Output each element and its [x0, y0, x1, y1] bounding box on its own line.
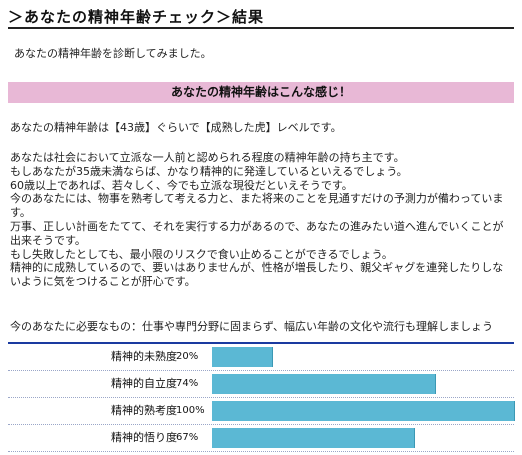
description-line: いように気をつけることが肝心です。 [10, 275, 196, 289]
description-line: もしあなたが35歳未満ならば、かなり精神的に発達しているといえるでしょう。 [10, 164, 408, 178]
meter-row: 精神的未熟度 20% [8, 344, 514, 371]
meter-table: 精神的未熟度 20% 精神的自立度 74% 精神的熟考度 100% 精神的悟り度… [8, 342, 515, 452]
meter-track [212, 401, 515, 421]
meter-percent: 100% [176, 405, 205, 416]
meter-bar [212, 347, 274, 367]
meter-label: 精神的自立度 [111, 377, 177, 390]
meter-track [212, 428, 514, 448]
description-line: す。 [10, 206, 31, 220]
description-line: あなたは社会において立派な一人前と認められる程度の精神年齢の持ち主です。 [10, 151, 405, 164]
description-line: 万事、正しい計画をたてて、それを実行する力があるので、あなたの進みたい道へ進んで… [10, 219, 504, 233]
meter-row: 精神的悟り度 67% [8, 425, 514, 452]
description-text: あなたは社会において立派な一人前と認められる程度の精神年齢の持ち主です。 もしあ… [10, 151, 516, 289]
advice-text: 今のあなたに必要なもの：仕事や専門分野に固まらず、幅広い年齢の文化や流行も理解し… [10, 320, 494, 333]
description-line: 精神的に成熟しているので、要いはありませんが、性格が増長したり、親父ギャグを連発… [10, 261, 504, 275]
title-divider [8, 27, 514, 29]
meter-label: 精神的熟考度 [111, 404, 177, 417]
meter-bar [212, 374, 437, 394]
meter-bar [212, 401, 515, 421]
meter-label: 精神的未熟度 [111, 350, 177, 363]
intro-text: あなたの精神年齢を診断してみました。 [14, 47, 212, 60]
description-line: 出来そうです。 [10, 233, 86, 247]
description-line: もし失敗したとしても、最小限のリスクで食い止めることができるでしょう。 [10, 247, 393, 261]
meter-row: 精神的熟考度 100% [8, 398, 515, 425]
meter-percent: 74% [176, 378, 199, 389]
meter-row: 精神的自立度 74% [8, 371, 514, 398]
description-line: 今のあなたには、物事を熟考して考える力と、また将来のことを見通すだけの予測力が備… [10, 192, 504, 206]
result-banner: あなたの精神年齢はこんな感じ！ [8, 82, 514, 103]
meter-label: 精神的悟り度 [111, 431, 177, 444]
page-title: ＞あなたの精神年齢チェック＞結果 [8, 8, 265, 26]
meter-percent: 20% [176, 351, 199, 362]
meter-track [212, 347, 514, 367]
result-summary: あなたの精神年齢は【43歳】ぐらいで【成熟した虎】レベルです。 [10, 121, 342, 134]
meter-track [212, 374, 514, 394]
meter-percent: 67% [176, 432, 199, 443]
meter-bar [212, 428, 416, 448]
description-line: 60歳以上であれば、若々しく、今でも立派な現役だといえそうです。 [10, 178, 353, 192]
